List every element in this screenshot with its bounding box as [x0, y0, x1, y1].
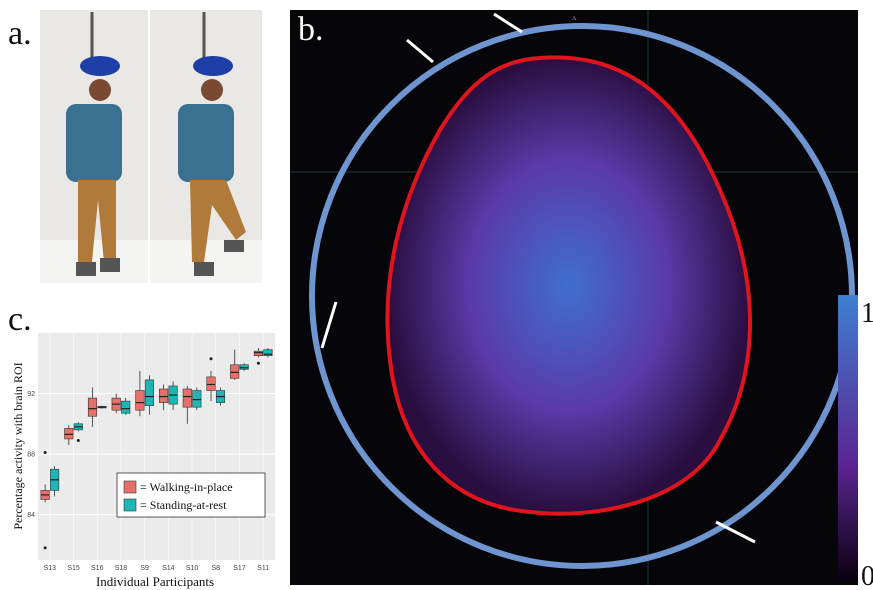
- legend-swatch: [124, 481, 136, 493]
- box: [145, 380, 154, 406]
- box: [121, 401, 130, 413]
- box: [230, 365, 239, 379]
- x-tick-label: S9: [140, 565, 149, 572]
- panel-label: b.: [298, 11, 324, 48]
- box: [136, 391, 145, 411]
- outlier: [44, 546, 47, 549]
- legend-swatch: [124, 499, 136, 511]
- x-tick-label: S8: [211, 565, 220, 572]
- box: [88, 398, 97, 416]
- colorbar: [838, 295, 858, 580]
- panel-label: a.: [8, 15, 32, 52]
- panel-label: c.: [8, 301, 32, 338]
- box: [159, 389, 168, 403]
- box: [193, 391, 202, 408]
- x-tick-label: S16: [91, 565, 104, 572]
- y-tick-label: 88: [27, 452, 35, 459]
- legend-label: = Standing-at-rest: [140, 498, 227, 512]
- x-tick-label: S11: [257, 565, 269, 572]
- x-axis-label: Individual Participants: [96, 574, 214, 589]
- x-tick-label: S15: [67, 565, 80, 572]
- box: [254, 351, 263, 356]
- x-tick-label: S10: [186, 565, 199, 572]
- box: [207, 377, 216, 391]
- y-tick-label: 92: [27, 391, 35, 398]
- box: [264, 350, 273, 356]
- x-tick-label: S18: [115, 565, 128, 572]
- x-tick-label: S13: [44, 565, 57, 572]
- box: [183, 389, 192, 407]
- y-tick-label: 84: [27, 512, 35, 519]
- colorbar-min: 0: [861, 561, 873, 590]
- x-tick-label: S14: [162, 565, 175, 572]
- page: A 1 0 a. b. c. Individual Participants P…: [0, 0, 873, 590]
- outlier: [77, 439, 80, 442]
- figure: A 1 0 a. b. c. Individual Participants P…: [0, 0, 873, 590]
- colorbar-max: 1: [861, 298, 873, 329]
- outlier: [257, 362, 260, 365]
- orientation-label: A: [572, 16, 577, 22]
- legend-label: = Walking-in-place: [140, 480, 233, 494]
- outlier: [210, 357, 213, 360]
- box: [240, 365, 249, 370]
- photos: [40, 10, 262, 283]
- y-axis-label: Percentage activity with brain ROI: [11, 362, 25, 529]
- brain-scan: A 1 0: [290, 10, 873, 590]
- box: [65, 428, 74, 439]
- x-tick-label: S17: [233, 565, 246, 572]
- outlier: [44, 451, 47, 454]
